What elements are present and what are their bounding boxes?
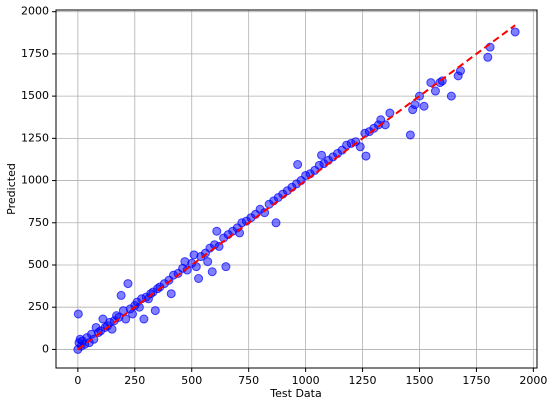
point [317, 150, 327, 160]
y-tick-label: 2000 [21, 5, 49, 18]
point [361, 151, 371, 161]
point [128, 309, 138, 319]
point [123, 279, 133, 289]
point [207, 267, 217, 277]
y-tick-label: 0 [42, 342, 49, 355]
point [150, 306, 160, 316]
x-tick-label: 0 [74, 374, 81, 387]
point [134, 302, 144, 312]
x-tick-label: 250 [124, 374, 145, 387]
point [405, 130, 415, 140]
point [194, 274, 204, 283]
point [483, 52, 493, 62]
point [139, 314, 149, 324]
point [221, 262, 231, 272]
y-tick-label: 500 [28, 258, 49, 271]
x-tick-label: 500 [181, 374, 202, 387]
point [271, 218, 281, 228]
y-tick-label: 1250 [21, 131, 49, 144]
point [293, 160, 303, 170]
x-tick-label: 1500 [405, 374, 433, 387]
point [430, 86, 440, 96]
x-tick-label: 1000 [292, 374, 320, 387]
point [419, 101, 429, 111]
point [203, 257, 213, 267]
point [385, 108, 395, 118]
x-tick-label: 750 [238, 374, 259, 387]
y-tick-label: 1750 [21, 47, 49, 60]
plot-frame [55, 9, 538, 369]
point [212, 226, 222, 236]
x-tick-label: 2000 [519, 374, 547, 387]
point [355, 142, 365, 152]
y-tick-label: 750 [28, 216, 49, 229]
point [510, 27, 520, 37]
point [89, 334, 99, 344]
y-tick-label: 250 [28, 300, 49, 313]
reference-line [77, 24, 516, 351]
y-tick-label: 1000 [21, 174, 49, 187]
point [73, 309, 83, 319]
point [107, 324, 117, 334]
x-axis-label: Test Data [269, 387, 321, 400]
point [410, 100, 420, 110]
x-tick-label: 1250 [349, 374, 377, 387]
point [116, 290, 126, 300]
x-tick-label: 1750 [462, 374, 490, 387]
y-tick-label: 1500 [21, 89, 49, 102]
point [166, 289, 176, 299]
point [455, 66, 465, 76]
y-axis-label: Predicted [5, 163, 18, 215]
point [380, 120, 390, 130]
point [446, 91, 456, 101]
